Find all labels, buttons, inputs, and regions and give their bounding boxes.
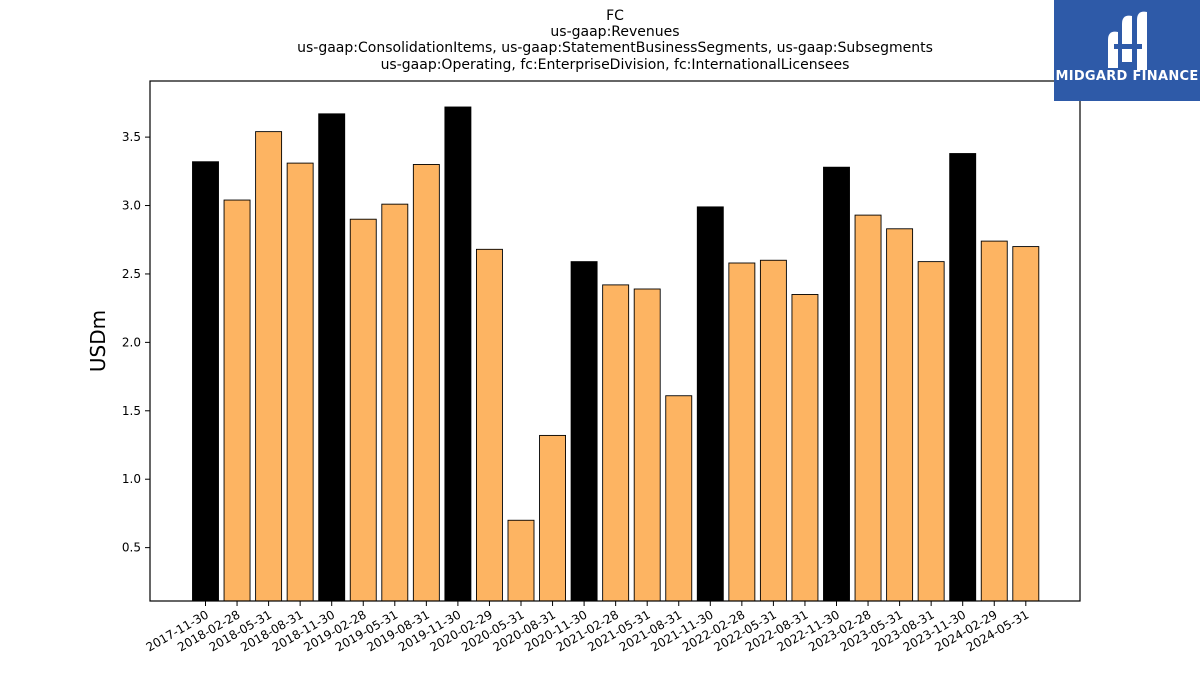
y-tick-label: 1.0 xyxy=(122,472,141,486)
title-line-2: us-gaap:Revenues xyxy=(550,24,679,40)
y-tick-label: 0.5 xyxy=(122,541,141,555)
bar-2021-05-31 xyxy=(633,288,661,602)
bar-2018-11-30 xyxy=(318,113,346,602)
x-axis: 2017-11-302018-02-282018-05-312018-08-31… xyxy=(144,601,1031,654)
title-line-1: FC xyxy=(606,8,624,24)
title-line-3: us-gaap:ConsolidationItems, us-gaap:Stat… xyxy=(297,40,933,56)
bar-2022-02-28 xyxy=(728,262,756,602)
bar-2020-08-31 xyxy=(539,434,566,602)
y-tick-label: 2.5 xyxy=(122,267,141,281)
bar-2017-11-30 xyxy=(192,161,219,602)
brand-logo: MIDGARD FINANCE xyxy=(1054,0,1200,101)
y-tick-label: 2.0 xyxy=(122,335,141,349)
bar-2019-02-28 xyxy=(349,218,377,602)
bar-2022-05-31 xyxy=(759,259,787,602)
bar-2020-02-29 xyxy=(476,248,503,602)
bar-2020-11-30 xyxy=(570,261,598,602)
bar-2022-08-31 xyxy=(791,294,819,602)
y-tick-label: 3.5 xyxy=(122,130,141,144)
bar-2022-11-30 xyxy=(823,166,850,602)
bar-2019-08-31 xyxy=(412,164,440,602)
y-axis: 0.5 1.0 1.5 2.0 2.5 3.0 3.5 xyxy=(122,130,150,555)
bar-2024-02-29 xyxy=(980,240,1008,602)
bar-2021-08-31 xyxy=(665,395,693,602)
bar-2020-05-31 xyxy=(507,519,535,602)
bar-2018-05-31 xyxy=(255,131,283,602)
bar-2023-02-28 xyxy=(854,214,882,602)
bar-2021-02-28 xyxy=(602,284,630,602)
bars-group xyxy=(192,106,1040,602)
chart-title: FC us-gaap:Revenues us-gaap:Consolidatio… xyxy=(297,8,933,73)
midgard-monogram-icon xyxy=(1108,11,1147,70)
y-tick-label: 3.0 xyxy=(122,199,141,213)
bar-2018-08-31 xyxy=(286,162,314,602)
bar-2023-05-31 xyxy=(886,228,914,602)
title-line-4: us-gaap:Operating, fc:EnterpriseDivision… xyxy=(381,57,850,73)
bar-2019-05-31 xyxy=(381,203,409,602)
y-tick-label: 1.5 xyxy=(122,404,141,418)
plot-area-frame xyxy=(149,80,1081,602)
logo-wordmark: MIDGARD FINANCE xyxy=(1055,69,1198,84)
bar-2021-11-30 xyxy=(696,206,724,602)
bar-2023-08-31 xyxy=(917,261,945,602)
y-axis-label: USDm xyxy=(86,310,110,372)
bar-2023-11-30 xyxy=(949,153,977,602)
bar-2024-05-31 xyxy=(1012,246,1040,602)
bar-2018-02-28 xyxy=(223,199,251,602)
bar-2019-11-30 xyxy=(444,106,472,602)
